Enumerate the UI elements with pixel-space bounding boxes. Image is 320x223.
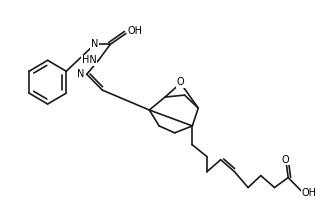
Text: O: O bbox=[177, 77, 184, 87]
Text: O: O bbox=[281, 155, 289, 165]
Text: N: N bbox=[91, 39, 98, 50]
Text: HN: HN bbox=[82, 55, 97, 65]
Text: OH: OH bbox=[302, 188, 317, 198]
Text: OH: OH bbox=[128, 25, 143, 35]
Text: N: N bbox=[77, 69, 85, 79]
